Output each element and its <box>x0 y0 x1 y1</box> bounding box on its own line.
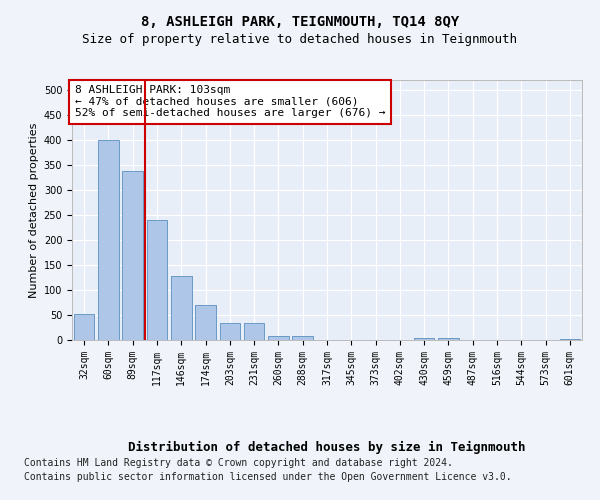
Bar <box>98 140 119 340</box>
Bar <box>438 338 459 340</box>
Bar <box>74 314 94 340</box>
Text: 8 ASHLEIGH PARK: 103sqm
← 47% of detached houses are smaller (606)
52% of semi-d: 8 ASHLEIGH PARK: 103sqm ← 47% of detache… <box>74 85 385 118</box>
Bar <box>414 338 434 340</box>
Bar <box>244 322 265 340</box>
Bar <box>292 336 313 340</box>
Bar <box>560 338 580 340</box>
Text: Size of property relative to detached houses in Teignmouth: Size of property relative to detached ho… <box>83 32 517 46</box>
Text: Contains public sector information licensed under the Open Government Licence v3: Contains public sector information licen… <box>24 472 512 482</box>
Bar <box>122 171 143 340</box>
Bar <box>146 220 167 340</box>
Bar <box>171 276 191 340</box>
Y-axis label: Number of detached properties: Number of detached properties <box>29 122 40 298</box>
Text: Contains HM Land Registry data © Crown copyright and database right 2024.: Contains HM Land Registry data © Crown c… <box>24 458 453 468</box>
Text: 8, ASHLEIGH PARK, TEIGNMOUTH, TQ14 8QY: 8, ASHLEIGH PARK, TEIGNMOUTH, TQ14 8QY <box>141 15 459 29</box>
Bar <box>268 336 289 340</box>
X-axis label: Distribution of detached houses by size in Teignmouth: Distribution of detached houses by size … <box>128 440 526 454</box>
Bar <box>220 322 240 340</box>
Bar <box>195 305 216 340</box>
